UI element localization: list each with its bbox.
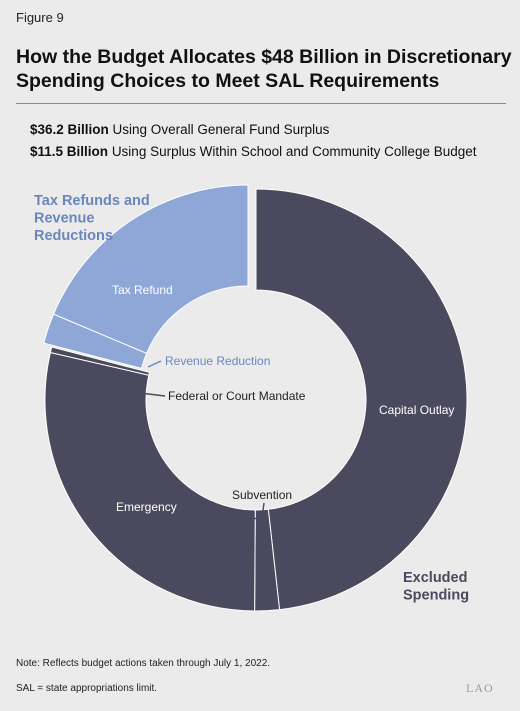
funding-amount-2: $11.5 Billion — [30, 144, 109, 159]
slice-label-subvention: Subvention — [232, 488, 292, 502]
funding-amount-1: $36.2 Billion — [30, 122, 109, 137]
slice-tax-refund — [52, 184, 249, 354]
slice-label-tax-refund: Tax Refund — [112, 283, 173, 297]
slice-label-capital-outlay: Capital Outlay — [379, 403, 454, 417]
footnote-budget-actions: Note: Reflects budget actions taken thro… — [16, 658, 271, 669]
group-label-excluded-spending: Excluded Spending — [403, 570, 469, 604]
leader-line-federal-or-court-mandate — [139, 392, 166, 397]
group-label-tax-refunds-and-revenue-reductions: Tax Refunds and Revenue Reductions — [34, 193, 150, 244]
figure-label: Figure 9 — [16, 10, 64, 25]
chart-title: How the Budget Allocates $48 Billion in … — [16, 46, 512, 92]
slice-capital-outlay — [255, 188, 468, 611]
slice-emergency — [44, 351, 256, 612]
slice-label-federal-or-court-mandate: Federal or Court Mandate — [168, 389, 306, 403]
slice-federal-or-court-mandate — [49, 346, 151, 376]
lao-logo: LAO — [466, 681, 494, 695]
funding-source-line-2: $11.5 Billion Using Surplus Within Schoo… — [30, 144, 477, 159]
slice-label-revenue-reduction: Revenue Reduction — [165, 354, 270, 368]
slice-label-emergency: Emergency — [116, 500, 177, 514]
leader-line-revenue-reduction — [147, 360, 162, 368]
funding-source-line-1: $36.2 Billion Using Overall General Fund… — [30, 122, 329, 137]
funding-text-1: Using Overall General Fund Surplus — [112, 122, 330, 137]
leader-line-subvention — [235, 502, 265, 521]
funding-text-2: Using Surplus Within School and Communit… — [111, 144, 477, 159]
title-divider — [16, 103, 506, 104]
footnote-sal-definition: SAL = state appropriations limit. — [16, 683, 158, 694]
